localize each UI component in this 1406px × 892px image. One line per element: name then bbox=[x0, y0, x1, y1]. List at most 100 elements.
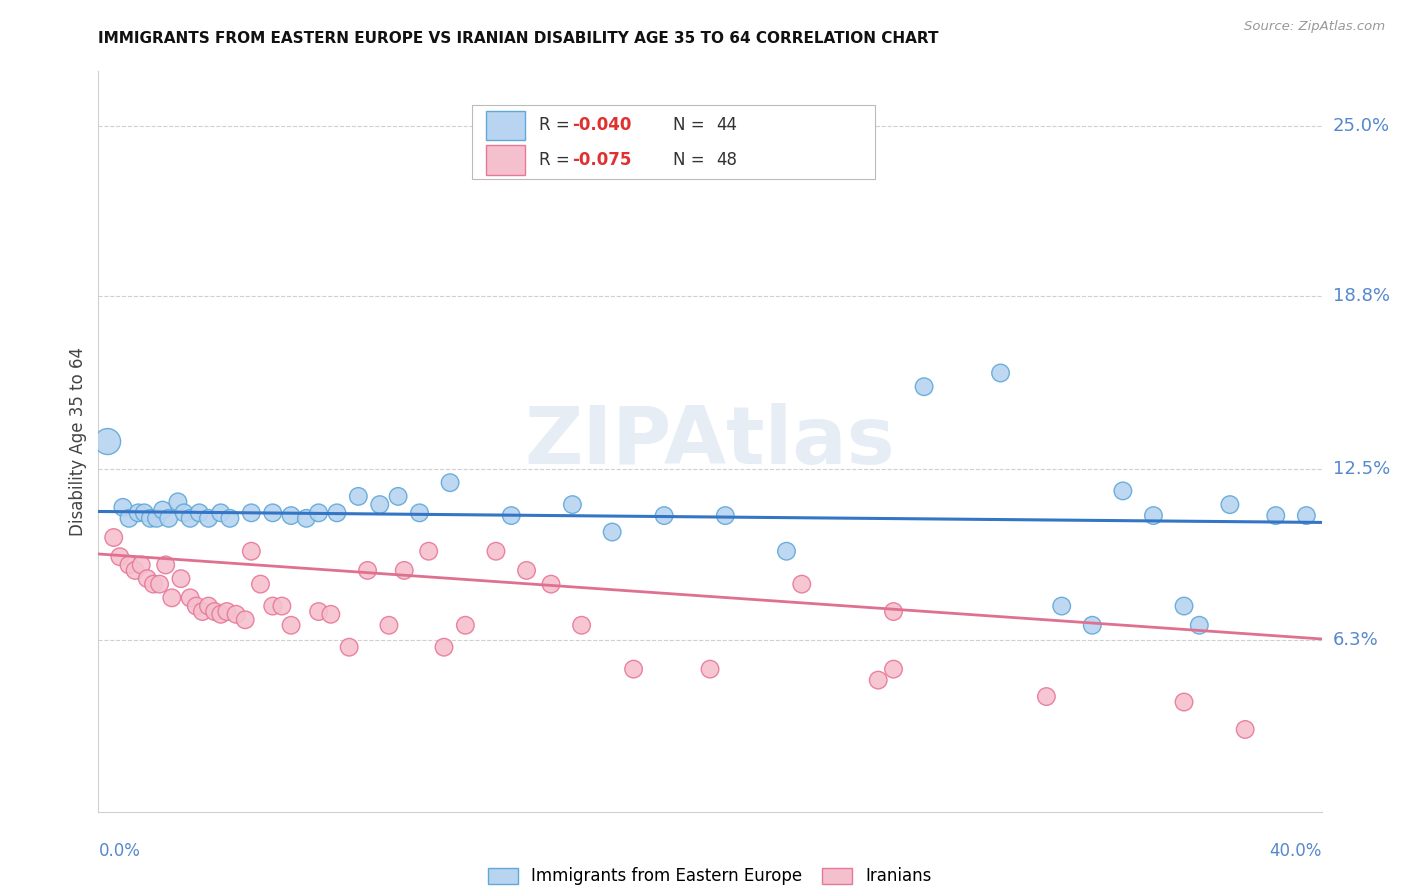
Point bbox=[103, 531, 125, 545]
Text: 0.0%: 0.0% bbox=[98, 842, 141, 860]
Point bbox=[280, 508, 302, 523]
Point bbox=[155, 558, 177, 572]
Point bbox=[356, 563, 378, 577]
Point bbox=[1295, 508, 1317, 523]
Point bbox=[1188, 618, 1211, 632]
Text: 25.0%: 25.0% bbox=[1333, 117, 1391, 136]
Point bbox=[160, 591, 183, 605]
Point bbox=[129, 558, 152, 572]
Point bbox=[124, 563, 146, 577]
Text: 6.3%: 6.3% bbox=[1333, 632, 1378, 649]
Point bbox=[191, 605, 214, 619]
Point bbox=[179, 511, 201, 525]
Bar bbox=[486, 145, 526, 175]
Point bbox=[868, 673, 890, 687]
Point bbox=[136, 572, 159, 586]
Point bbox=[418, 544, 440, 558]
Point bbox=[912, 380, 935, 394]
Point bbox=[600, 524, 623, 539]
Point bbox=[652, 508, 675, 523]
Text: Source: ZipAtlas.com: Source: ZipAtlas.com bbox=[1244, 20, 1385, 33]
Point bbox=[990, 366, 1012, 380]
Point bbox=[714, 508, 737, 523]
Point bbox=[392, 563, 416, 577]
Text: 48: 48 bbox=[716, 152, 737, 169]
Point bbox=[209, 506, 232, 520]
Text: N =: N = bbox=[673, 117, 710, 135]
Text: N =: N = bbox=[673, 152, 710, 169]
Point bbox=[188, 506, 211, 520]
Point bbox=[540, 577, 562, 591]
Point bbox=[1112, 483, 1135, 498]
Bar bbox=[486, 111, 526, 140]
Point bbox=[883, 662, 905, 676]
Point bbox=[308, 506, 330, 520]
Text: -0.075: -0.075 bbox=[572, 152, 631, 169]
Point bbox=[157, 511, 180, 525]
Point bbox=[408, 506, 430, 520]
Point bbox=[142, 577, 165, 591]
Point bbox=[433, 640, 456, 655]
Point bbox=[97, 434, 120, 449]
Point bbox=[186, 599, 208, 613]
Text: 44: 44 bbox=[716, 117, 737, 135]
Point bbox=[775, 544, 797, 558]
Point bbox=[1081, 618, 1104, 632]
Point bbox=[145, 511, 167, 525]
Point bbox=[233, 613, 256, 627]
Text: -0.040: -0.040 bbox=[572, 117, 631, 135]
Point bbox=[1173, 599, 1195, 613]
Point bbox=[152, 503, 174, 517]
Point bbox=[127, 506, 149, 520]
Point bbox=[790, 577, 813, 591]
Point bbox=[270, 599, 292, 613]
Point bbox=[240, 506, 263, 520]
Point bbox=[249, 577, 271, 591]
Point bbox=[1050, 599, 1073, 613]
Point bbox=[118, 511, 141, 525]
Point bbox=[368, 498, 391, 512]
Point bbox=[111, 500, 134, 515]
Y-axis label: Disability Age 35 to 64: Disability Age 35 to 64 bbox=[69, 347, 87, 536]
Point bbox=[883, 605, 905, 619]
Point bbox=[326, 506, 349, 520]
Point bbox=[215, 605, 238, 619]
Point bbox=[225, 607, 247, 622]
Text: 40.0%: 40.0% bbox=[1270, 842, 1322, 860]
Point bbox=[134, 506, 156, 520]
Point bbox=[173, 506, 195, 520]
Point bbox=[170, 572, 193, 586]
Point bbox=[240, 544, 263, 558]
Point bbox=[623, 662, 645, 676]
Point bbox=[308, 605, 330, 619]
Point bbox=[204, 605, 226, 619]
Point bbox=[501, 508, 523, 523]
Text: R =: R = bbox=[538, 117, 575, 135]
Point bbox=[347, 489, 370, 503]
Point bbox=[1264, 508, 1286, 523]
Point bbox=[118, 558, 141, 572]
Point bbox=[1035, 690, 1057, 704]
Point bbox=[1234, 723, 1257, 737]
FancyBboxPatch shape bbox=[471, 104, 875, 178]
Point bbox=[319, 607, 342, 622]
Point bbox=[387, 489, 409, 503]
Point bbox=[149, 577, 172, 591]
Point bbox=[139, 511, 162, 525]
Point bbox=[485, 544, 508, 558]
Point bbox=[262, 599, 284, 613]
Point bbox=[108, 549, 131, 564]
Text: ZIPAtlas: ZIPAtlas bbox=[524, 402, 896, 481]
Point bbox=[1142, 508, 1164, 523]
Point bbox=[454, 618, 477, 632]
Point bbox=[209, 607, 232, 622]
Text: R =: R = bbox=[538, 152, 575, 169]
Point bbox=[516, 563, 538, 577]
Point bbox=[295, 511, 318, 525]
Point bbox=[439, 475, 461, 490]
Point bbox=[571, 618, 593, 632]
Legend: Immigrants from Eastern Europe, Iranians: Immigrants from Eastern Europe, Iranians bbox=[481, 861, 939, 892]
Point bbox=[378, 618, 401, 632]
Point bbox=[262, 506, 284, 520]
Point bbox=[1173, 695, 1195, 709]
